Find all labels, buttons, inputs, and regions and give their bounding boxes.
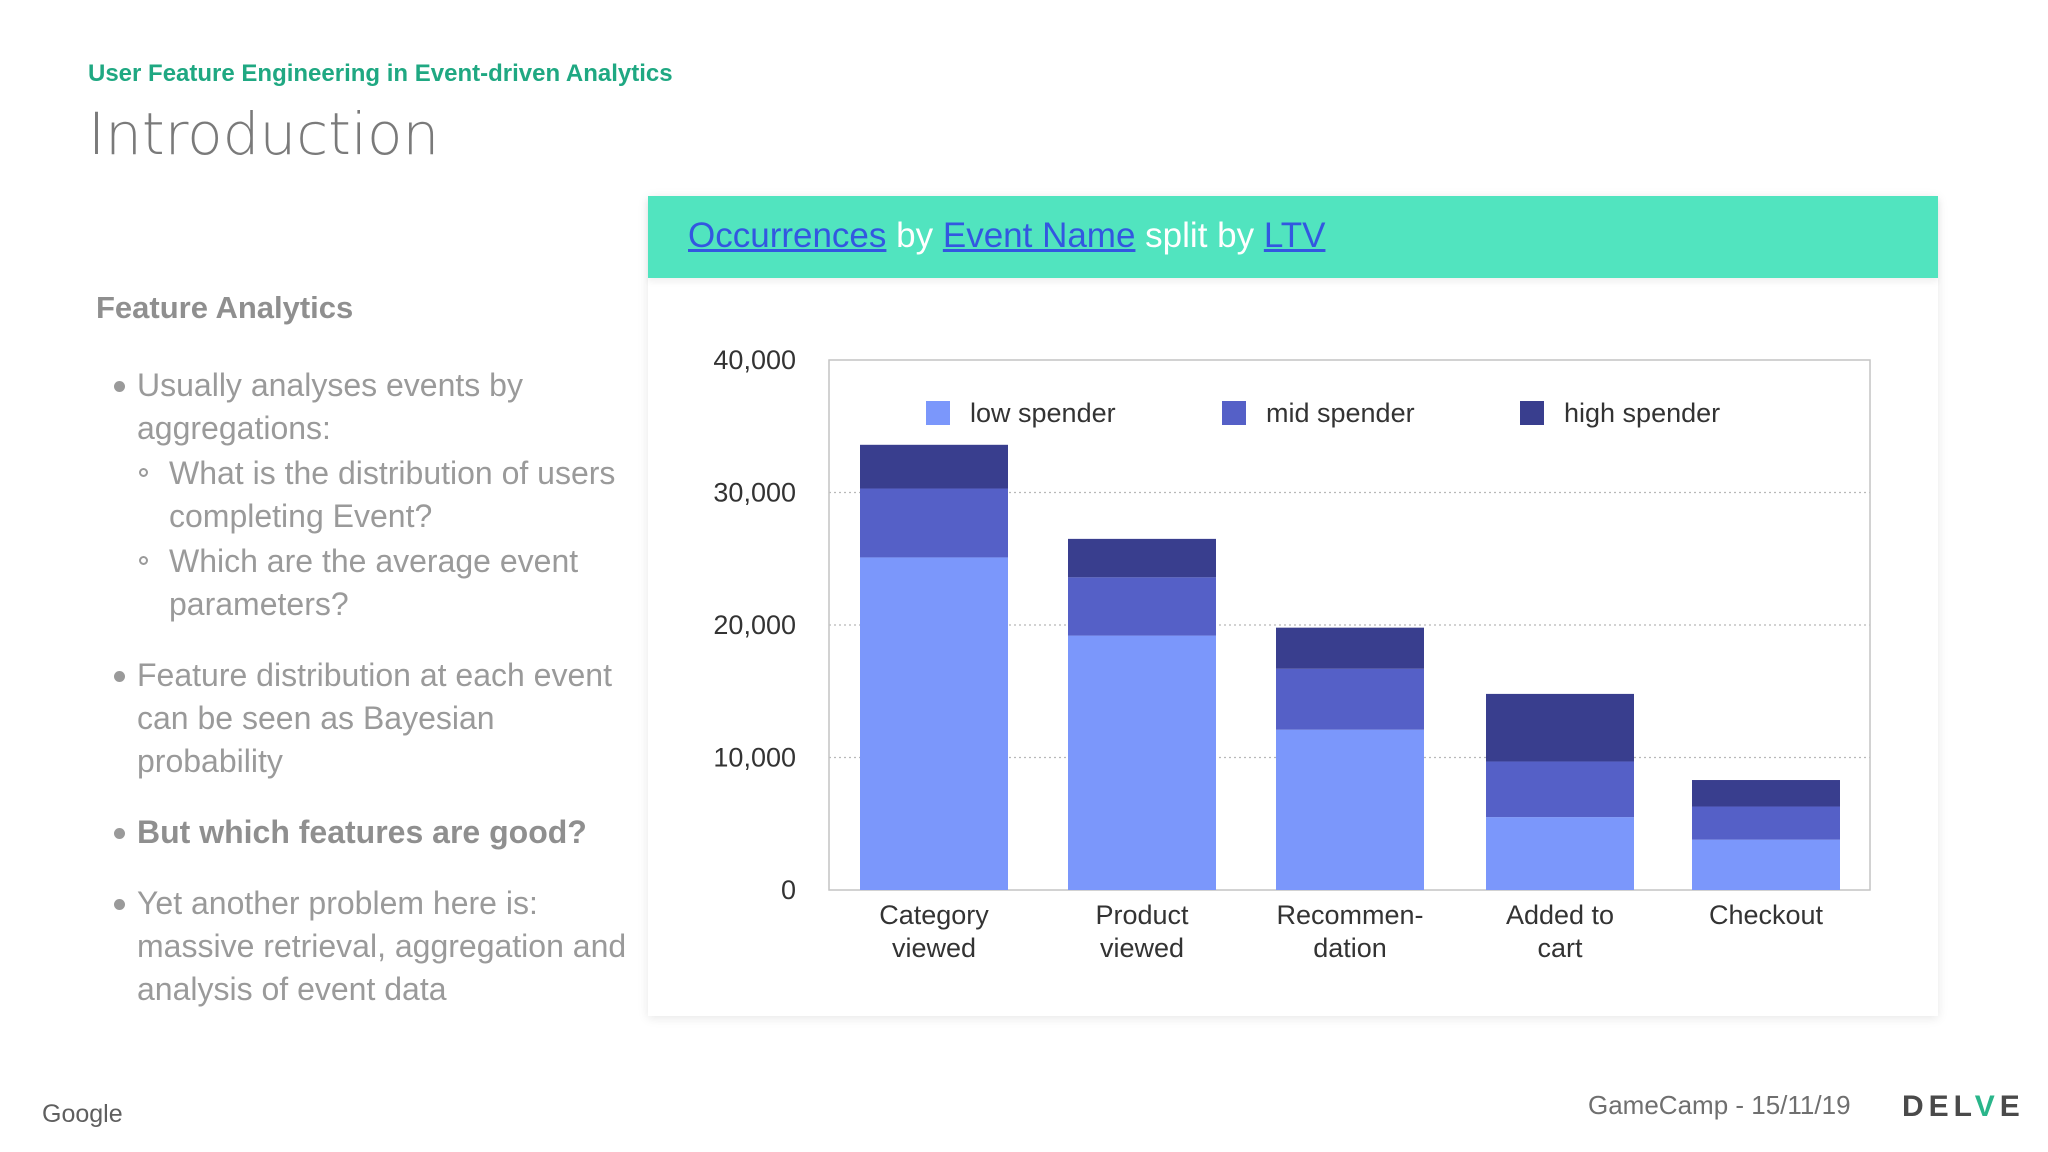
slide-subtitle: User Feature Engineering in Event-driven… xyxy=(88,60,673,87)
bar-mid-spender xyxy=(1068,577,1216,636)
bar-high-spender xyxy=(1486,693,1634,762)
dimension-link[interactable]: Event Name xyxy=(942,216,1136,255)
query-header: Occurrences by Event Name split by LTV xyxy=(648,196,1938,278)
sub-bullet-distribution: What is the distribution of users comple… xyxy=(137,452,636,538)
bar-mid-spender xyxy=(860,488,1008,558)
x-tick-label: Product xyxy=(1095,900,1189,930)
x-tick-label: viewed xyxy=(1100,933,1184,963)
section-heading: Feature Analytics xyxy=(96,290,354,325)
bar-high-spender xyxy=(860,444,1008,489)
y-tick-label: 30,000 xyxy=(713,478,796,508)
x-tick-label: Category xyxy=(879,900,989,930)
sub-bullet-text: What is the distribution of users comple… xyxy=(169,455,616,534)
chart-card: Occurrences by Event Name split by LTV 0… xyxy=(648,196,1938,1016)
x-tick-label: cart xyxy=(1537,933,1583,963)
split-link[interactable]: LTV xyxy=(1263,216,1326,255)
query-sentence: Occurrences by Event Name split by LTV xyxy=(688,216,1325,256)
bullet-aggregations: Usually analyses events by aggregations:… xyxy=(96,364,636,626)
bullet-text: Usually analyses events by aggregations: xyxy=(137,367,523,446)
stacked-bar-chart: 010,00020,00030,00040,000CategoryviewedP… xyxy=(713,345,1871,963)
legend-label: high spender xyxy=(1564,398,1720,428)
query-by-text: by xyxy=(896,216,934,255)
bullet-dot-icon xyxy=(114,671,125,682)
y-tick-label: 20,000 xyxy=(713,610,796,640)
bullet-text: But which features are good? xyxy=(137,814,587,850)
bullet-problem: Yet another problem here is: massive ret… xyxy=(96,882,636,1011)
google-logo: Google xyxy=(42,1100,123,1128)
bullet-text: Feature distribution at each event can b… xyxy=(137,657,612,779)
y-tick-label: 40,000 xyxy=(713,345,796,375)
x-tick-label: viewed xyxy=(892,933,976,963)
bar-low-spender xyxy=(1276,729,1424,890)
bar-low-spender xyxy=(1486,817,1634,890)
bullet-bayesian: Feature distribution at each event can b… xyxy=(96,654,636,783)
metric-link[interactable]: Occurrences xyxy=(688,216,887,255)
sub-bullet-circle-icon xyxy=(139,556,148,565)
bar-high-spender xyxy=(1068,538,1216,578)
legend-swatch xyxy=(1520,401,1544,425)
bar-low-spender xyxy=(1692,839,1840,890)
brand-part: E xyxy=(1999,1090,2025,1123)
sub-bullet-text: Which are the average event parameters? xyxy=(169,543,579,622)
y-tick-label: 0 xyxy=(781,875,796,905)
delve-logo: DELVE xyxy=(1902,1090,2025,1124)
bullet-good-features: But which features are good? xyxy=(96,811,636,854)
bullet-text: Yet another problem here is: massive ret… xyxy=(137,885,627,1007)
sub-bullet-circle-icon xyxy=(139,468,148,477)
bar-mid-spender xyxy=(1692,806,1840,840)
slide-title: Introduction xyxy=(88,100,440,168)
x-tick-label: Recommen- xyxy=(1276,900,1423,930)
bar-high-spender xyxy=(1692,780,1840,807)
brand-v: V xyxy=(1974,1090,2000,1123)
legend-swatch xyxy=(1222,401,1246,425)
bar-low-spender xyxy=(1068,635,1216,890)
bar-mid-spender xyxy=(1276,668,1424,730)
bar-low-spender xyxy=(860,557,1008,890)
brand-part: DEL xyxy=(1902,1090,1975,1123)
sub-bullet-parameters: Which are the average event parameters? xyxy=(137,540,636,626)
bullet-dot-icon xyxy=(114,828,125,839)
bullet-dot-icon xyxy=(114,381,125,392)
bullet-dot-icon xyxy=(114,899,125,910)
y-tick-label: 10,000 xyxy=(713,743,796,773)
query-split-by-text: split by xyxy=(1145,216,1255,255)
x-tick-label: Added to xyxy=(1506,900,1614,930)
footer-date: GameCamp - 15/11/19 xyxy=(1588,1090,1851,1120)
legend-swatch xyxy=(926,401,950,425)
bar-high-spender xyxy=(1276,627,1424,669)
x-tick-label: dation xyxy=(1313,933,1387,963)
x-tick-label: Checkout xyxy=(1709,900,1824,930)
bar-mid-spender xyxy=(1486,761,1634,818)
legend-label: low spender xyxy=(970,398,1116,428)
feature-analytics-section: Feature Analytics Usually analyses event… xyxy=(96,290,636,1039)
legend-label: mid spender xyxy=(1266,398,1415,428)
